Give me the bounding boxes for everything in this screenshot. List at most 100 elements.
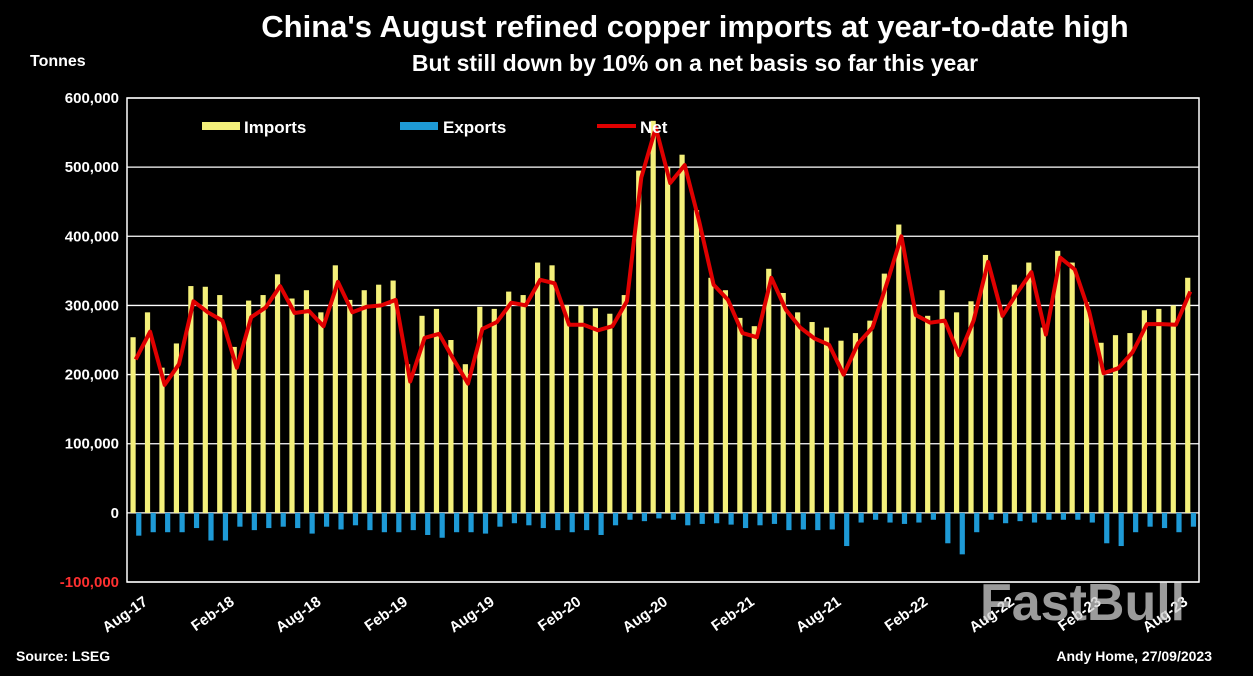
imports-bar xyxy=(896,224,902,513)
imports-bar xyxy=(1141,310,1147,513)
imports-bar xyxy=(347,299,353,513)
exports-bar xyxy=(381,512,387,533)
exports-bar xyxy=(165,512,171,533)
exports-bar xyxy=(454,512,460,533)
exports-bar xyxy=(829,512,835,530)
imports-bar xyxy=(448,340,454,513)
imports-bar xyxy=(881,273,887,513)
exports-bar xyxy=(511,512,518,524)
exports-bar xyxy=(266,512,272,529)
exports-bar xyxy=(468,512,474,533)
imports-bar xyxy=(419,315,425,513)
imports-bar xyxy=(246,300,252,513)
exports-bar xyxy=(1161,512,1168,529)
exports-bar xyxy=(222,512,229,541)
exports-bar xyxy=(396,512,402,533)
imports-bar xyxy=(737,317,743,513)
imports-bar xyxy=(939,290,945,513)
exports-bar xyxy=(425,512,431,535)
exports-bar xyxy=(974,512,980,533)
imports-bar xyxy=(130,337,136,513)
imports-bar xyxy=(592,308,598,513)
exports-bar xyxy=(1089,512,1095,523)
exports-bar xyxy=(1190,512,1197,527)
exports-bar xyxy=(685,512,691,526)
y-tick-label: 500,000 xyxy=(65,159,119,176)
imports-bar xyxy=(693,210,700,513)
exports-bar xyxy=(150,512,156,533)
exports-bar xyxy=(872,512,879,520)
exports-bar xyxy=(800,512,806,530)
imports-bar xyxy=(953,312,960,513)
legend-label-net: Net xyxy=(640,118,668,137)
imports-bar xyxy=(1026,262,1032,513)
imports-bar xyxy=(1011,284,1017,513)
imports-bar xyxy=(650,120,656,513)
exports-bar xyxy=(540,512,546,529)
imports-bar xyxy=(1156,308,1162,513)
exports-bar xyxy=(901,512,908,524)
exports-bar xyxy=(1118,512,1124,547)
exports-bar xyxy=(323,512,330,527)
imports-bar xyxy=(665,167,671,513)
imports-bar xyxy=(188,286,194,513)
imports-bar xyxy=(722,290,729,513)
exports-bar xyxy=(612,512,619,526)
exports-bar xyxy=(237,512,243,527)
exports-bar xyxy=(569,512,575,533)
exports-bar xyxy=(280,512,286,527)
exports-bar xyxy=(136,512,142,536)
net-line-group xyxy=(133,125,1193,387)
exports-bar xyxy=(1075,512,1081,520)
imports-bar xyxy=(1083,301,1090,513)
imports-bar xyxy=(303,290,310,513)
imports-bar xyxy=(404,364,411,513)
exports-bar xyxy=(410,512,416,531)
exports-bar xyxy=(1017,512,1023,522)
exports-bar xyxy=(656,512,662,519)
chart-subtitle: But still down by 10% on a net basis so … xyxy=(412,50,978,76)
imports-bar xyxy=(231,346,237,513)
imports-bar xyxy=(1040,327,1046,513)
exports-bar xyxy=(916,512,922,523)
exports-bar xyxy=(844,512,850,547)
imports-bar xyxy=(1112,335,1119,513)
exports-bar xyxy=(887,512,893,523)
watermark: FastBull xyxy=(980,574,1185,632)
exports-bar xyxy=(945,512,951,544)
y-tick-label: 300,000 xyxy=(65,297,119,314)
legend-swatch-exports xyxy=(400,122,438,130)
y-axis-ticks: 600,000 500,000 400,000 300,000 200,000 100,0… xyxy=(60,90,119,591)
exports-bar xyxy=(584,512,590,531)
imports-bar xyxy=(318,312,324,513)
imports-bar xyxy=(838,340,844,513)
imports-bar xyxy=(925,315,931,513)
exports-bar xyxy=(771,512,778,524)
exports-bar xyxy=(251,512,257,531)
exports-bar xyxy=(193,512,200,529)
exports-bar xyxy=(959,512,965,555)
exports-bar xyxy=(786,512,792,531)
exports-bar xyxy=(699,512,705,524)
imports-bar xyxy=(491,308,497,513)
imports-bar xyxy=(289,298,295,513)
exports-bar xyxy=(728,512,734,525)
exports-bar xyxy=(1133,512,1139,533)
exports-bar xyxy=(670,512,676,520)
imports-bar xyxy=(217,295,223,513)
imports-bar xyxy=(390,280,396,513)
imports-bar xyxy=(823,327,830,513)
imports-bar xyxy=(607,313,613,513)
imports-bar xyxy=(1055,250,1061,513)
imports-bar xyxy=(982,254,989,513)
imports-bar xyxy=(997,305,1003,513)
imports-bar xyxy=(520,295,526,513)
imports-bar xyxy=(766,268,772,513)
imports-bar xyxy=(144,312,151,513)
imports-bar xyxy=(173,343,180,513)
source-note: Source: LSEG xyxy=(16,648,110,664)
imports-bar xyxy=(563,305,570,513)
imports-bar xyxy=(433,308,440,513)
imports-bar xyxy=(852,333,859,513)
exports-bar xyxy=(627,512,633,520)
